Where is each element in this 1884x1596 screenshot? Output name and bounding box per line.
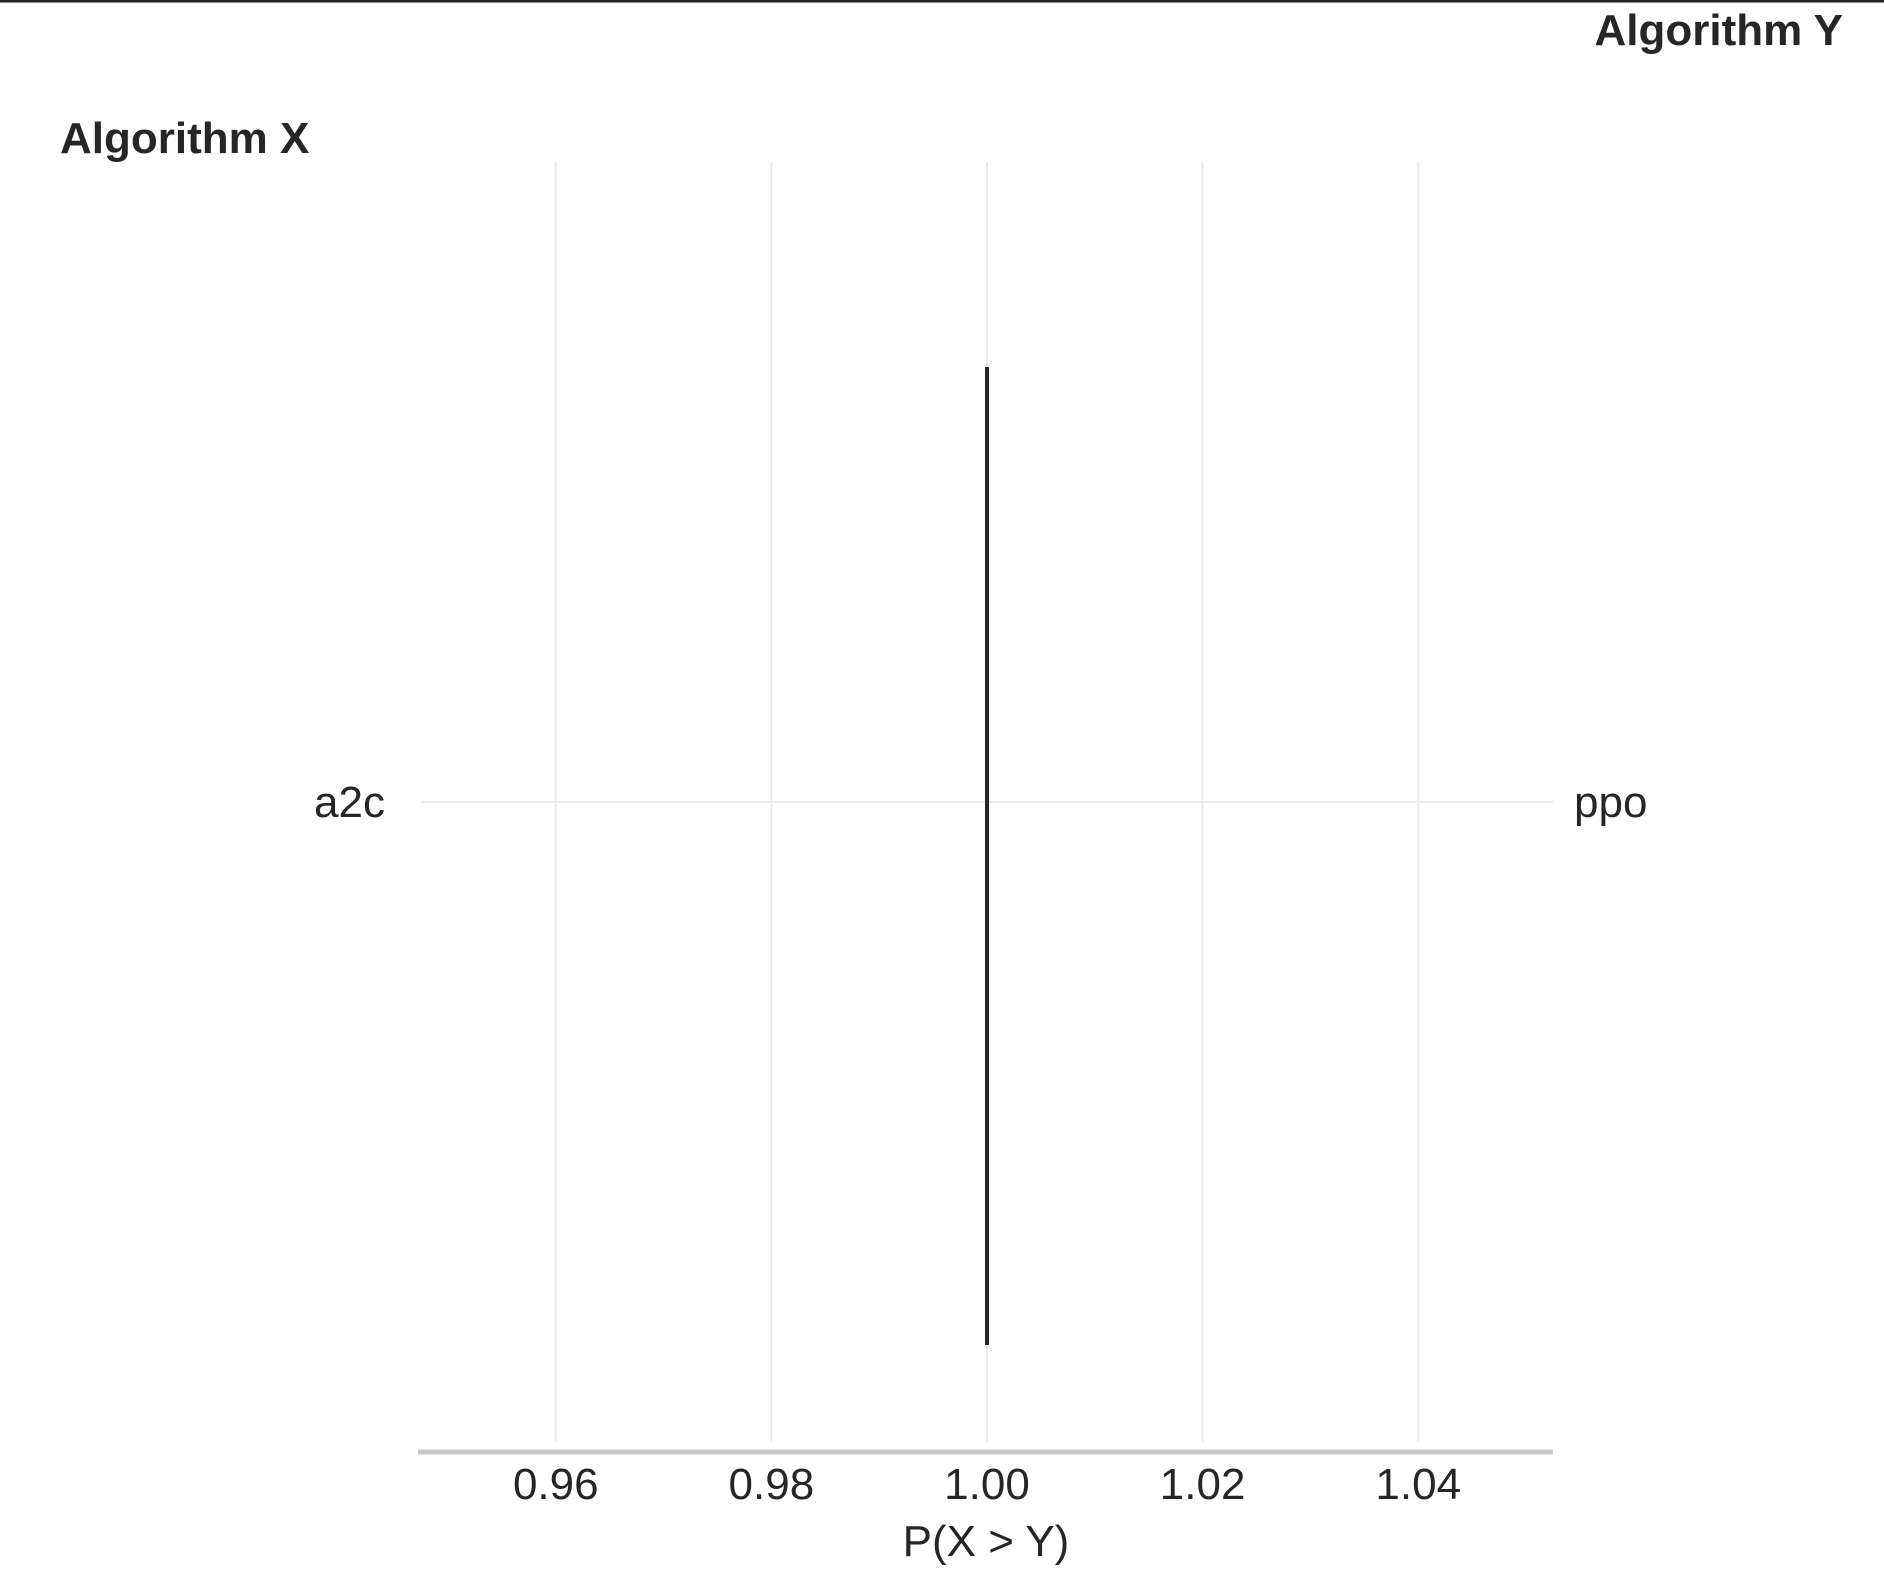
algorithm-x-label: a2c xyxy=(314,778,385,827)
x-tick-label: 1.00 xyxy=(944,1460,1030,1509)
x-tick-label: 0.98 xyxy=(729,1460,815,1509)
x-tick-label: 0.96 xyxy=(513,1460,599,1509)
x-axis-label: P(X > Y) xyxy=(903,1517,1070,1566)
x-tick-labels: 0.96 0.98 1.00 1.02 1.04 xyxy=(513,1460,1461,1509)
algorithm-x-labels: a2c xyxy=(314,778,385,827)
algorithm-y-labels: ppo xyxy=(1574,778,1647,827)
algorithm-x-title: Algorithm X xyxy=(60,114,309,163)
algorithm-y-label: ppo xyxy=(1574,778,1647,827)
x-tick-label: 1.04 xyxy=(1375,1460,1461,1509)
algorithm-y-title: Algorithm Y xyxy=(1594,6,1843,55)
x-tick-label: 1.02 xyxy=(1160,1460,1246,1509)
